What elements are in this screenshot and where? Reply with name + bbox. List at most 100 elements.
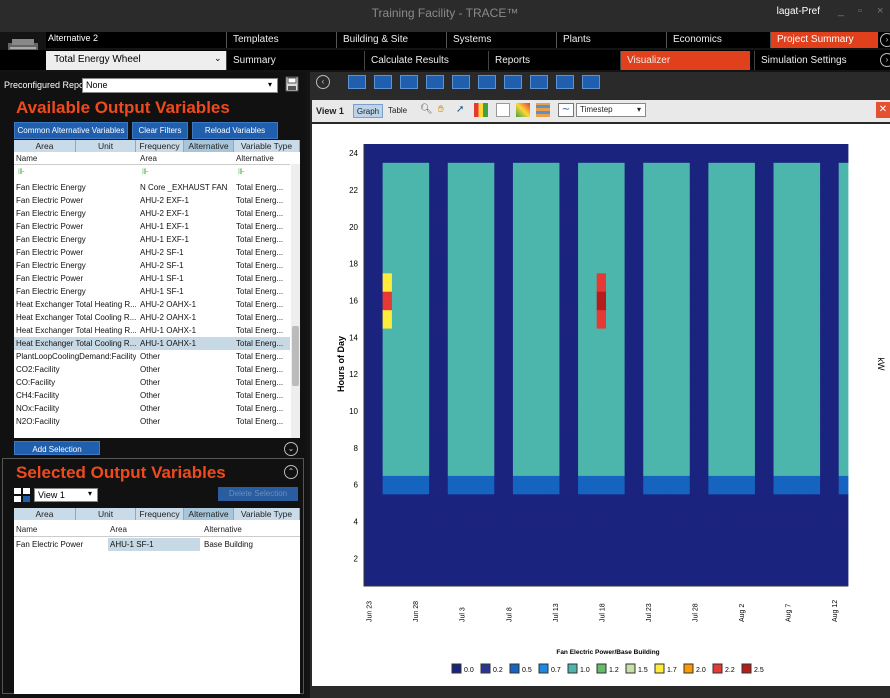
timestep-select[interactable]: Timestep <box>576 103 646 117</box>
table-row[interactable]: Heat Exchanger Total Heating R... AHU-2 O… <box>14 298 290 311</box>
preconfigured-select[interactable]: None <box>82 78 278 93</box>
table-row[interactable]: Heat Exchanger Total Cooling R... AHU-2 O… <box>14 311 290 324</box>
group-tab-unit[interactable]: Unit <box>76 140 136 152</box>
clear-filters-button[interactable]: Clear Filters <box>132 122 188 139</box>
table-row[interactable]: Fan Electric Power AHU-2 EXF-1 Total Energ… <box>14 194 290 207</box>
layout-9-icon[interactable] <box>556 75 574 89</box>
nav-templates[interactable]: Templates <box>226 32 332 48</box>
save-icon[interactable] <box>285 76 299 92</box>
stacked-icon[interactable] <box>536 103 550 117</box>
filter-icon[interactable]: ⊪ <box>142 167 149 176</box>
table-row[interactable]: Fan Electric Power AHU-1 EXF-1 Total Energ… <box>14 220 290 233</box>
nav-project-summary[interactable]: Project Summary <box>770 32 878 48</box>
back-icon[interactable]: ‹ <box>316 75 330 89</box>
layout-8-icon[interactable] <box>530 75 548 89</box>
table-row[interactable]: N2O:Facility Other Total Energ... <box>14 415 290 428</box>
heatmap-cell <box>736 493 747 513</box>
group-tab-unit[interactable]: Unit <box>76 508 136 520</box>
table-row[interactable]: CO:Facility Other Total Energ... <box>14 376 290 389</box>
layout-5-icon[interactable] <box>452 75 470 89</box>
tab-calculate-results[interactable]: Calculate Results <box>364 51 484 70</box>
add-selection-button[interactable]: Add Selection <box>14 441 100 455</box>
nav-systems[interactable]: Systems <box>446 32 552 48</box>
chevron-down-icon[interactable]: ▾ <box>268 80 273 89</box>
close-view-icon[interactable]: ✕ <box>876 102 890 118</box>
nav-building-site[interactable]: Building & Site <box>336 32 442 48</box>
common-variables-button[interactable]: Common Alternative Variables <box>14 122 128 139</box>
selected-cell-name[interactable]: Fan Electric Power <box>16 540 84 549</box>
col-alternative[interactable]: Alternative <box>204 525 242 534</box>
table-row[interactable]: PlantLoopCoolingDemand:Facility Other Tota… <box>14 350 290 363</box>
col-name[interactable]: Name <box>16 154 38 163</box>
user-name[interactable]: lagat-Pref <box>776 6 820 17</box>
layout-7-icon[interactable] <box>504 75 522 89</box>
delete-selection-button[interactable]: Delete Selection <box>218 487 298 501</box>
scrollbar[interactable] <box>291 164 300 438</box>
table-row[interactable]: Fan Electric Energy AHU-1 EXF-1 Total Ener… <box>14 233 290 246</box>
table-row[interactable]: NOx:Facility Other Total Energ... <box>14 402 290 415</box>
trend-icon[interactable]: ∼ <box>558 103 574 117</box>
pan-icon[interactable]: ✋︎ <box>438 104 444 115</box>
layout-6-icon[interactable] <box>478 75 496 89</box>
layout-10-icon[interactable] <box>582 75 600 89</box>
layout-3-icon[interactable] <box>400 75 418 89</box>
selected-cell-alternative[interactable]: Base Building <box>204 540 253 549</box>
close-button[interactable]: × <box>877 5 884 17</box>
table-row[interactable]: CO2:Facility Other Total Energ... <box>14 363 290 376</box>
filter-icon[interactable]: ⊪ <box>238 167 245 176</box>
tab-simulation-settings[interactable]: Simulation Settings <box>754 51 878 70</box>
minimize-button[interactable]: _ <box>838 5 845 17</box>
group-tab-alternative[interactable]: Alternative <box>184 508 234 520</box>
layout-2-icon[interactable] <box>374 75 392 89</box>
tab-summary[interactable]: Summary <box>226 51 360 70</box>
heatmap-icon[interactable] <box>516 103 530 117</box>
line-chart-icon[interactable] <box>496 103 510 117</box>
reload-variables-button[interactable]: Reload Variables <box>192 122 278 139</box>
table-row[interactable]: Heat Exchanger Total Cooling R... AHU-1 O… <box>14 337 290 350</box>
group-tab-frequency[interactable]: Frequency <box>136 140 184 152</box>
selected-cell-area[interactable]: AHU-1 SF-1 <box>108 538 200 551</box>
chevron-down-icon[interactable]: ▾ <box>88 489 93 498</box>
col-area[interactable]: Area <box>140 154 157 163</box>
subnav-next-icon[interactable]: › <box>880 53 890 67</box>
nav-next-icon[interactable]: › <box>880 33 890 47</box>
layout-1-icon[interactable] <box>348 75 366 89</box>
group-tab-variable-type[interactable]: Variable Type <box>234 508 300 520</box>
group-tab-alternative[interactable]: Alternative <box>184 140 234 152</box>
table-row[interactable]: Fan Electric Power AHU-1 SF-1 Total Energ.… <box>14 272 290 285</box>
table-row[interactable]: Fan Electric Energy AHU-2 EXF-1 Total Ener… <box>14 207 290 220</box>
layout-4-icon[interactable] <box>426 75 444 89</box>
table-row[interactable]: Fan Electric Energy AHU-2 SF-1 Total Energ… <box>14 259 290 272</box>
col-name[interactable]: Name <box>16 525 38 534</box>
col-area[interactable]: Area <box>110 525 127 534</box>
scrollbar-thumb[interactable] <box>292 326 299 386</box>
col-alternative[interactable]: Alternative <box>236 154 274 163</box>
collapse-icon[interactable]: ⌄ <box>284 442 298 456</box>
tab-visualizer[interactable]: Visualizer <box>620 51 750 70</box>
view-select[interactable]: View 1 <box>34 488 98 502</box>
table-row[interactable]: CH4:Facility Other Total Energ... <box>14 389 290 402</box>
graph-button[interactable]: Graph <box>353 104 383 118</box>
nav-plants[interactable]: Plants <box>556 32 662 48</box>
pointer-icon[interactable]: ➚ <box>456 104 465 115</box>
filter-icon[interactable]: ⊪ <box>18 167 25 176</box>
chevron-down-icon[interactable]: ⌄ <box>214 53 222 63</box>
expand-icon[interactable]: ⌃ <box>284 465 298 479</box>
table-row[interactable]: Fan Electric Power AHU-2 SF-1 Total Energ.… <box>14 246 290 259</box>
tab-reports[interactable]: Reports <box>488 51 616 70</box>
group-tab-area[interactable]: Area <box>14 508 76 520</box>
nav-economics[interactable]: Economics <box>666 32 772 48</box>
maximize-button[interactable]: ▫ <box>858 5 862 17</box>
zoom-icon[interactable]: 🔍︎ <box>420 104 433 115</box>
alternative-select[interactable]: Total Energy Wheel <box>46 51 226 70</box>
table-row[interactable]: Fan Electric Energy N Core _EXHAUST FAN To… <box>14 181 290 194</box>
table-button[interactable]: Table <box>388 106 408 115</box>
chevron-down-icon[interactable]: ▾ <box>637 105 642 114</box>
group-tab-area[interactable]: Area <box>14 140 76 152</box>
layout-icon[interactable] <box>14 488 30 502</box>
group-tab-frequency[interactable]: Frequency <box>136 508 184 520</box>
table-row[interactable]: Heat Exchanger Total Heating R... AHU-1 O… <box>14 324 290 337</box>
bar-chart-icon[interactable] <box>474 103 488 117</box>
table-row[interactable]: Fan Electric Energy AHU-1 SF-1 Total Energ… <box>14 285 290 298</box>
group-tab-variable-type[interactable]: Variable Type <box>234 140 300 152</box>
